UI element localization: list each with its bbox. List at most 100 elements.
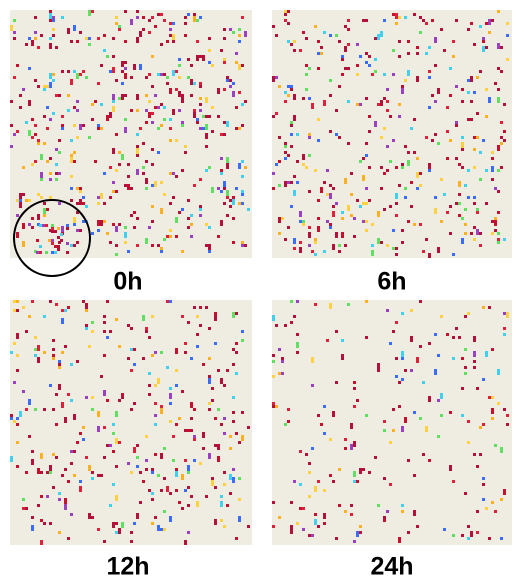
cell bbox=[296, 351, 299, 354]
cell bbox=[491, 232, 494, 235]
cell bbox=[398, 55, 401, 58]
cell bbox=[329, 130, 332, 133]
cell bbox=[317, 226, 320, 232]
cell bbox=[199, 82, 202, 85]
cell bbox=[208, 49, 211, 52]
cell bbox=[70, 513, 73, 516]
cell bbox=[449, 411, 452, 414]
cell bbox=[299, 507, 302, 510]
cell bbox=[247, 208, 250, 211]
cell bbox=[175, 471, 178, 477]
cell bbox=[377, 103, 380, 106]
cell bbox=[473, 148, 476, 151]
cell bbox=[97, 528, 100, 531]
cell bbox=[308, 462, 311, 465]
cell bbox=[70, 244, 73, 247]
cell bbox=[226, 163, 229, 169]
cell bbox=[109, 444, 112, 447]
cell bbox=[482, 477, 485, 480]
cell bbox=[287, 154, 290, 157]
cell bbox=[244, 100, 247, 103]
cell bbox=[51, 251, 54, 254]
cell bbox=[16, 423, 19, 426]
cell bbox=[359, 55, 362, 58]
cell bbox=[407, 160, 410, 166]
cell bbox=[293, 315, 296, 318]
cell bbox=[383, 516, 386, 519]
cell bbox=[434, 64, 437, 67]
cell bbox=[94, 100, 97, 103]
cell bbox=[76, 229, 79, 232]
cell bbox=[49, 118, 52, 121]
cell bbox=[290, 205, 293, 208]
cell bbox=[157, 378, 160, 384]
cell bbox=[196, 333, 199, 336]
cell bbox=[506, 414, 509, 417]
cell bbox=[238, 91, 241, 94]
cell bbox=[160, 43, 163, 46]
cell bbox=[401, 357, 404, 360]
cell bbox=[272, 405, 275, 408]
cell bbox=[413, 118, 416, 121]
cell bbox=[169, 202, 172, 205]
cell bbox=[293, 247, 296, 250]
cell bbox=[184, 22, 187, 25]
cell bbox=[142, 166, 145, 169]
cell bbox=[467, 196, 470, 199]
cell bbox=[52, 16, 55, 19]
cell bbox=[169, 34, 172, 37]
cell bbox=[356, 43, 359, 46]
cell bbox=[160, 250, 163, 253]
cell bbox=[49, 465, 52, 471]
cell bbox=[497, 232, 500, 235]
panel bbox=[272, 10, 512, 258]
cell bbox=[67, 393, 70, 396]
cell bbox=[389, 441, 392, 444]
cell bbox=[229, 474, 232, 480]
cell bbox=[70, 157, 73, 163]
cell bbox=[214, 315, 217, 318]
cell bbox=[302, 154, 305, 160]
cell bbox=[88, 136, 91, 139]
cell bbox=[353, 387, 356, 390]
cell bbox=[31, 516, 34, 519]
cell bbox=[232, 411, 235, 414]
cell bbox=[130, 348, 133, 351]
cell bbox=[199, 208, 202, 211]
cell bbox=[148, 393, 151, 396]
cell bbox=[133, 67, 136, 70]
cell bbox=[73, 106, 76, 109]
cell bbox=[479, 244, 482, 247]
cell bbox=[332, 211, 335, 217]
cell bbox=[223, 483, 226, 486]
cell bbox=[473, 91, 476, 94]
cell bbox=[488, 97, 491, 103]
cell bbox=[136, 154, 139, 157]
cell bbox=[329, 438, 332, 441]
cell bbox=[130, 109, 133, 112]
cell bbox=[229, 79, 232, 82]
cell bbox=[43, 351, 46, 354]
cell bbox=[226, 196, 229, 199]
cell bbox=[28, 399, 31, 405]
cell bbox=[40, 154, 43, 160]
cell bbox=[446, 211, 449, 214]
cell bbox=[13, 31, 16, 34]
cell bbox=[395, 321, 398, 324]
cell bbox=[461, 534, 464, 537]
cell bbox=[34, 16, 37, 19]
cell bbox=[133, 402, 136, 405]
cell bbox=[461, 88, 464, 91]
cell bbox=[290, 528, 293, 534]
cell bbox=[145, 76, 148, 79]
cell bbox=[401, 163, 404, 166]
cell bbox=[241, 160, 244, 163]
cell bbox=[79, 124, 82, 130]
cell bbox=[223, 58, 226, 61]
cell bbox=[389, 205, 392, 208]
cell bbox=[353, 405, 356, 408]
cell bbox=[151, 205, 154, 208]
cell bbox=[503, 130, 506, 133]
cell bbox=[85, 324, 88, 327]
cell bbox=[190, 82, 193, 85]
